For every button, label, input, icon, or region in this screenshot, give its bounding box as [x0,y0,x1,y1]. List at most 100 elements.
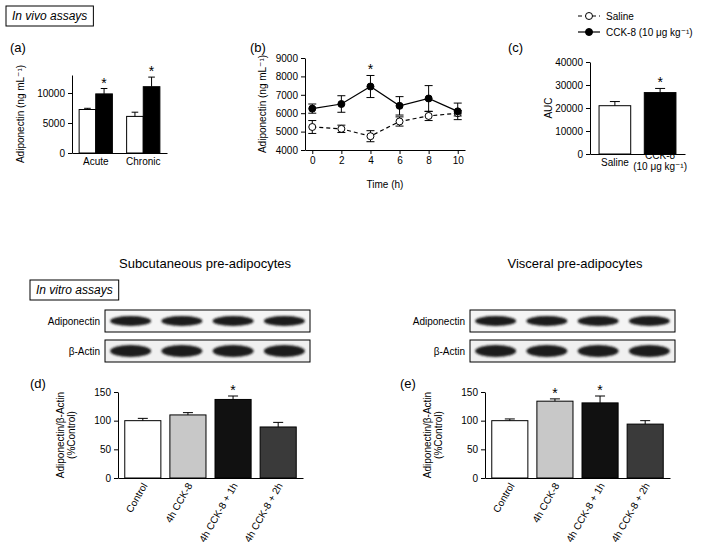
tick-label: 30000 [555,80,583,91]
axis-line [72,76,73,154]
tick-mark [586,108,590,109]
y-axis-title: Adiponectin (ng mL⁻¹) [15,65,26,163]
legend-marker [586,13,593,20]
bar [125,421,161,478]
axis-line [590,63,591,155]
tick-label: 150 [94,387,111,398]
blot-band [526,316,567,326]
blot-band [264,316,305,326]
panel-title: (b) [250,40,266,55]
tick-label: 0 [59,148,65,159]
marker [367,133,374,140]
marker [396,102,403,109]
tick-label: 2 [339,155,345,166]
blot-band [475,345,516,357]
tick: 4 [368,150,374,166]
section-subtitle: Visceral pre-adipocytes [508,256,643,271]
tick-label: 10000 [37,88,65,99]
annotations: ** [101,63,155,90]
error-bar [308,104,316,113]
tick-label: 5000 [43,118,66,129]
tick: 4h CCK-8 + 2h [609,481,652,544]
tick: Chronic [126,156,160,167]
error-bar [308,121,316,134]
blot-band [213,316,254,326]
tick-mark [301,150,305,151]
blot-label: Adiponectin [48,316,100,327]
marker [396,118,403,125]
x-axis-title: Time (h) [367,179,404,190]
tick-mark [301,76,305,77]
tick-mark [481,392,485,393]
blot-band [475,316,516,326]
bar [599,106,631,154]
tick-label: 4h CCK-8 [530,481,562,525]
blot-band [629,316,670,326]
tick: 4000 [276,145,305,156]
error-bar [425,111,433,120]
blot-frame [470,340,675,362]
tick-mark [114,392,118,393]
tick-label: 4h CCK-8 + 2h [609,481,652,544]
axis-line [305,59,306,151]
tick-mark [68,123,72,124]
y-axis-title: Adiponectin/β-Actin(%Control) [55,392,77,478]
bar [260,427,296,478]
axis-line [119,478,304,479]
tick: 50 [467,444,485,455]
marker [367,83,374,90]
tick-mark [114,421,118,422]
tick-mark [370,150,371,154]
tick-mark [341,150,342,154]
tick: 0 [472,473,485,484]
tick: 100 [94,415,118,426]
tick-label: 8 [426,155,432,166]
error-bar [610,102,620,106]
marker [454,108,461,115]
blot-band [629,345,670,357]
bar [492,421,528,478]
legend-item: Saline [578,11,634,22]
tick: 100 [461,415,485,426]
tick: 30000 [555,80,590,91]
error-bar [396,97,404,115]
y-axis-title: Adiponectin/β-Actin(%Control) [422,392,444,478]
tick: 0 [105,473,118,484]
axis-line [306,150,466,151]
tick-mark [586,62,590,63]
tick-label: CCK-8(10 μg kg⁻¹) [633,150,687,172]
text-line: (%Control) [433,411,444,459]
tick-label: 100 [94,415,111,426]
tick: 50 [100,444,118,455]
text-line: CCK-8 [645,150,675,161]
y-axis-title: Adiponectin (ng mL⁻¹) [257,55,268,153]
tick-mark [301,113,305,114]
blot-band [161,345,202,357]
text-line: (%Control) [66,411,77,459]
tick-label: 8000 [276,71,299,82]
error-bar [132,112,139,116]
tick: Control [124,481,150,514]
tick: 2 [339,150,345,166]
bar [96,94,113,153]
tick-label: 40000 [555,57,583,68]
significance-mark: * [657,74,663,90]
section-box: In vitro assays [30,280,119,300]
tick-label: 6000 [276,108,299,119]
tick-label: Control [491,481,517,514]
bar [143,87,160,153]
tick-label: Acute [83,156,109,167]
error-bar [640,421,650,424]
tick-label: 10000 [555,126,583,137]
panel: 400050006000700080009000*0246810 [276,53,466,166]
plot-area [492,396,663,478]
y-axis: 400050006000700080009000 [276,53,306,156]
error-bar [366,75,374,97]
tick: 40000 [555,57,590,68]
tick: 0 [310,150,316,166]
plot-area [125,396,296,478]
tick: 0 [577,149,590,160]
tick: 5000 [43,118,72,129]
tick-mark [429,150,430,154]
panel: 050100150*Control4h CCK-84h CCK-8 + 1h4h… [94,382,303,544]
